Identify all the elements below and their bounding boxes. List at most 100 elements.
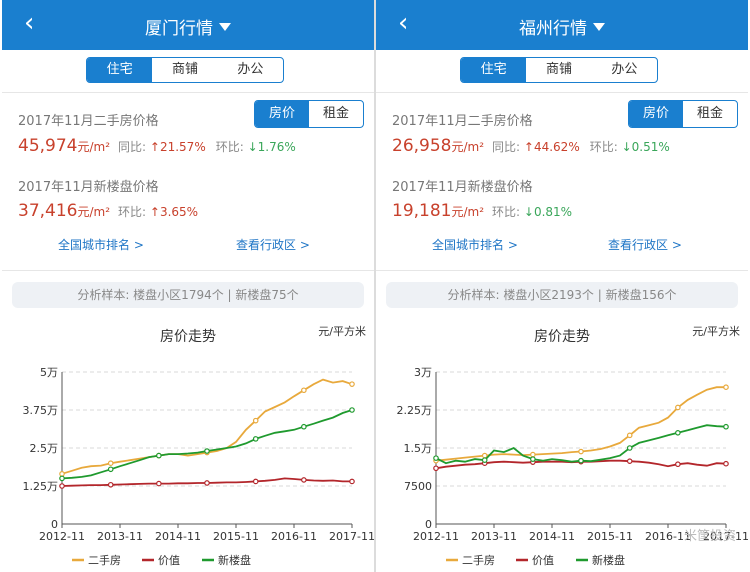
analysis-sample: 分析样本: 楼盘小区1794个 | 新楼盘75个	[12, 282, 364, 308]
price-unit: 元/m²	[77, 205, 111, 219]
district-link[interactable]: 查看行政区 >	[236, 238, 310, 252]
data-point	[349, 381, 355, 387]
chart-unit: 元/平方米	[692, 325, 740, 338]
toggle-rent[interactable]: 租金	[322, 106, 349, 121]
data-point	[349, 407, 355, 413]
second-hand-price-row: 45,974元/m² 同比: ↑21.57% 环比: ↓1.76%	[18, 136, 296, 156]
divider	[2, 270, 374, 271]
data-point	[626, 445, 633, 451]
national-ranking-link[interactable]: 全国城市排名 >	[58, 238, 144, 252]
x-tick-label: 2014-11	[155, 530, 201, 543]
x-tick-label: 2017-11	[703, 530, 748, 543]
header-bar: ‹ 厦门行情	[2, 0, 374, 50]
data-point	[723, 384, 729, 391]
divider	[376, 270, 748, 271]
x-tick-label: 2012-11	[39, 530, 85, 543]
x-tick-label: 2015-11	[587, 530, 633, 543]
price-rent-toggle: 房价 租金	[628, 100, 738, 128]
x-tick-label: 2014-11	[529, 530, 575, 543]
city-title: 厦门行情	[145, 19, 213, 39]
mom-value: ↑3.65%	[149, 205, 199, 219]
data-point	[252, 417, 259, 424]
x-tick-label: 2017-11	[329, 530, 374, 543]
data-point	[107, 481, 114, 488]
price-trend-chart: 0 1.25万 2.5万 3.75万 5万 2012-11 2013-11 2014-11 20…	[23, 366, 375, 567]
divider	[2, 92, 374, 93]
mom-value: ↓0.81%	[523, 205, 573, 219]
y-tick-label: 0	[51, 518, 58, 531]
y-tick-label: 3万	[414, 366, 432, 379]
property-type-tabs: 住宅 商铺 办公	[460, 57, 658, 83]
price-unit: 元/m²	[451, 205, 485, 219]
data-point	[481, 452, 488, 459]
series-line-2	[435, 424, 727, 465]
caret-down-icon	[593, 23, 605, 31]
data-point	[204, 480, 210, 486]
national-ranking-link[interactable]: 全国城市排名 >	[432, 238, 518, 252]
tab-residential[interactable]: 住宅	[461, 58, 527, 82]
property-type-tabs: 住宅 商铺 办公	[86, 57, 284, 83]
back-icon[interactable]: ‹	[24, 8, 35, 38]
data-point	[156, 480, 162, 487]
data-point	[349, 478, 355, 485]
tab-shop[interactable]: 商铺	[545, 62, 572, 77]
data-point	[156, 452, 162, 459]
yoy-value: ↑44.62%	[523, 140, 580, 154]
data-point	[59, 483, 65, 489]
x-tick-label: 2013-11	[97, 530, 143, 543]
data-point	[107, 460, 114, 467]
data-point	[433, 465, 439, 472]
price-rent-toggle: 房价 租金	[254, 100, 364, 128]
yoy-label: 同比:	[492, 140, 521, 154]
data-point	[252, 478, 259, 485]
city-selector[interactable]: 厦门行情	[2, 14, 374, 39]
new-home-price: 37,416	[18, 201, 78, 221]
yoy-value: ↑21.57%	[149, 140, 206, 154]
mom-label: 环比:	[492, 205, 521, 219]
data-point	[578, 448, 584, 455]
city-selector[interactable]: 福州行情	[376, 14, 748, 39]
data-point	[626, 432, 633, 439]
series-line-0	[61, 378, 353, 475]
yoy-label: 同比:	[118, 140, 147, 154]
toggle-rent[interactable]: 租金	[696, 106, 723, 121]
toggle-price[interactable]: 房价	[255, 101, 309, 127]
tab-office[interactable]: 办公	[611, 62, 638, 77]
mom-label: 环比:	[118, 205, 147, 219]
district-link[interactable]: 查看行政区 >	[608, 238, 682, 252]
data-point	[578, 457, 584, 464]
price-unit: 元/m²	[77, 140, 111, 154]
tab-residential[interactable]: 住宅	[87, 58, 153, 82]
legend-label: 二手房	[88, 553, 121, 567]
tab-shop[interactable]: 商铺	[171, 62, 198, 77]
data-point	[107, 466, 114, 473]
data-point	[59, 471, 65, 477]
x-tick-label: 2012-11	[413, 530, 459, 543]
data-point	[433, 455, 439, 461]
data-point	[252, 436, 259, 442]
chart-title: 房价走势	[534, 329, 590, 345]
watermark: 米筐投资	[683, 529, 736, 544]
panel-divider	[374, 0, 376, 572]
x-tick-label: 2015-11	[213, 530, 259, 543]
legend-label: 新楼盘	[218, 553, 251, 567]
city-title: 福州行情	[519, 19, 587, 39]
new-home-price-row: 37,416元/m² 环比: ↑3.65%	[18, 201, 198, 221]
header-bar: ‹ 福州行情	[376, 0, 748, 50]
chart-title: 房价走势	[160, 329, 216, 345]
back-icon[interactable]: ‹	[398, 8, 409, 38]
mom-value: ↓1.76%	[247, 140, 296, 154]
data-point	[59, 475, 65, 482]
data-point	[301, 387, 307, 394]
second-hand-price: 45,974	[18, 136, 78, 156]
price-unit: 元/m²	[451, 140, 485, 154]
series-line-2	[61, 409, 353, 480]
y-tick-label: 1.25万	[23, 480, 59, 493]
new-home-price-row: 19,181元/m² 环比: ↓0.81%	[392, 201, 572, 221]
y-tick-label: 2.5万	[30, 442, 59, 455]
tab-office[interactable]: 办公	[237, 62, 264, 77]
caret-down-icon	[219, 23, 231, 31]
new-home-price: 19,181	[392, 201, 452, 221]
toggle-price[interactable]: 房价	[629, 101, 683, 127]
